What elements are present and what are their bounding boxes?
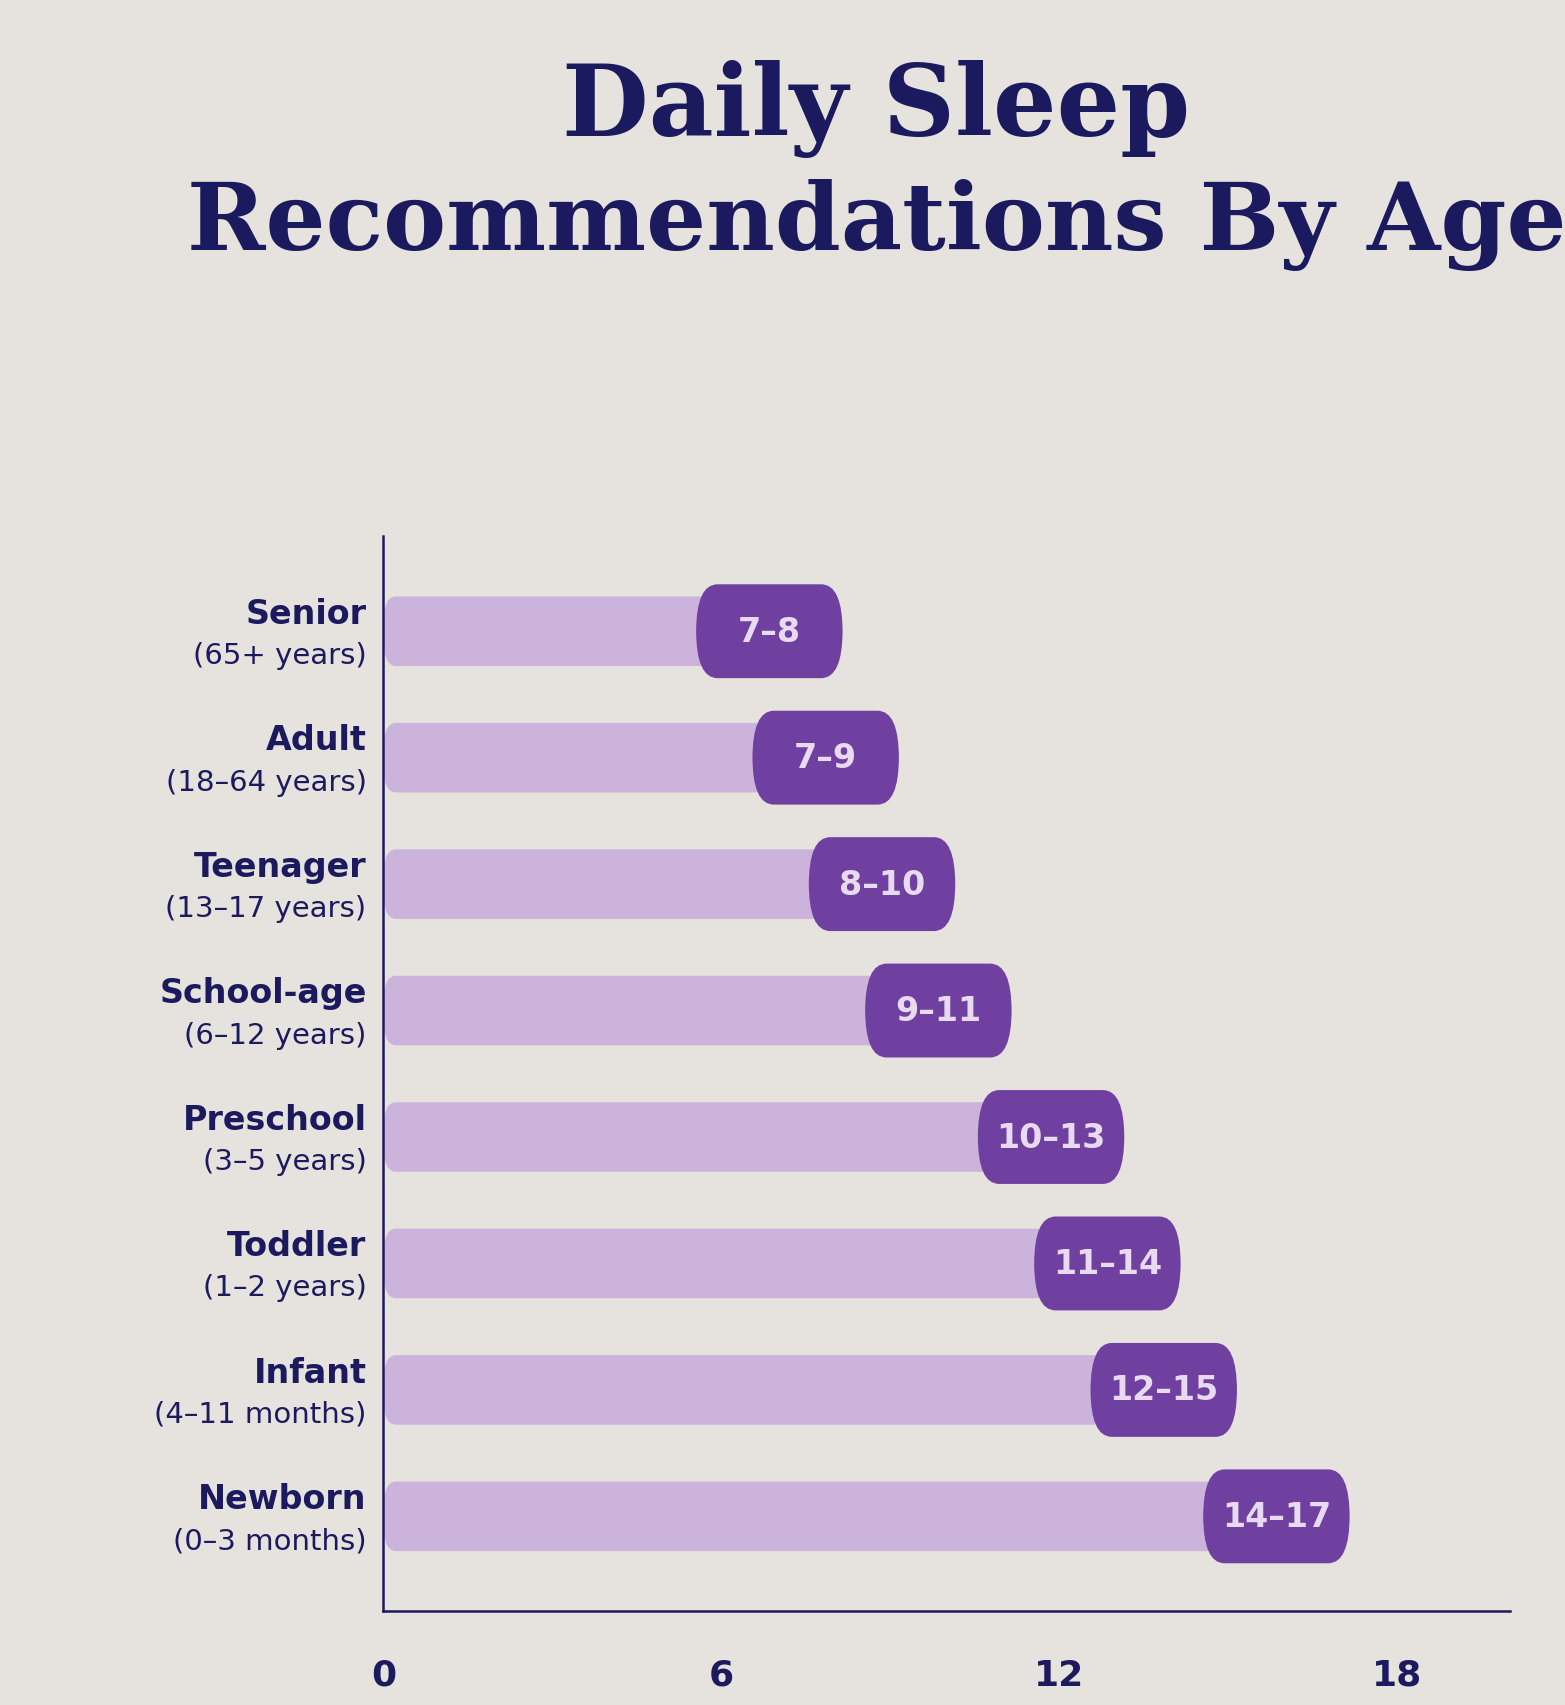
Text: 10–13: 10–13 bbox=[997, 1120, 1106, 1154]
Text: 6: 6 bbox=[709, 1657, 734, 1691]
FancyBboxPatch shape bbox=[1034, 1217, 1180, 1311]
FancyBboxPatch shape bbox=[753, 711, 898, 805]
FancyBboxPatch shape bbox=[865, 963, 1011, 1057]
FancyBboxPatch shape bbox=[383, 977, 1003, 1045]
FancyBboxPatch shape bbox=[383, 849, 947, 919]
FancyBboxPatch shape bbox=[383, 1103, 1116, 1171]
Text: 14–17: 14–17 bbox=[1222, 1500, 1332, 1533]
Text: 8–10: 8–10 bbox=[839, 868, 925, 900]
Text: (65+ years): (65+ years) bbox=[192, 641, 366, 670]
Text: 7–9: 7–9 bbox=[793, 742, 858, 774]
FancyBboxPatch shape bbox=[696, 585, 842, 679]
Text: (13–17 years): (13–17 years) bbox=[166, 895, 366, 922]
Text: 12–15: 12–15 bbox=[1110, 1374, 1219, 1407]
Text: 0: 0 bbox=[371, 1657, 396, 1691]
Text: Senior: Senior bbox=[246, 598, 366, 631]
Text: (0–3 months): (0–3 months) bbox=[172, 1526, 366, 1555]
Text: (4–11 months): (4–11 months) bbox=[153, 1400, 366, 1429]
FancyBboxPatch shape bbox=[383, 1482, 1341, 1552]
Text: Infant: Infant bbox=[254, 1355, 366, 1390]
FancyBboxPatch shape bbox=[383, 1355, 1229, 1425]
Text: (3–5 years): (3–5 years) bbox=[202, 1147, 366, 1175]
FancyBboxPatch shape bbox=[383, 723, 890, 793]
FancyBboxPatch shape bbox=[383, 1229, 1172, 1299]
Text: (1–2 years): (1–2 years) bbox=[202, 1274, 366, 1301]
Text: School-age: School-age bbox=[160, 977, 366, 1009]
FancyBboxPatch shape bbox=[1091, 1344, 1236, 1437]
Text: 9–11: 9–11 bbox=[895, 994, 981, 1028]
Text: Preschool: Preschool bbox=[183, 1103, 366, 1136]
FancyBboxPatch shape bbox=[383, 597, 834, 667]
Text: Teenager: Teenager bbox=[194, 851, 366, 883]
Text: Recommendations By Age: Recommendations By Age bbox=[186, 179, 1565, 271]
Text: (6–12 years): (6–12 years) bbox=[185, 1021, 366, 1049]
Text: (18–64 years): (18–64 years) bbox=[166, 769, 366, 796]
Text: 18: 18 bbox=[1373, 1657, 1423, 1691]
Text: Adult: Adult bbox=[266, 725, 366, 757]
Text: 12: 12 bbox=[1034, 1657, 1085, 1691]
Text: Newborn: Newborn bbox=[199, 1482, 366, 1516]
Text: 7–8: 7–8 bbox=[737, 616, 801, 648]
Text: Daily Sleep: Daily Sleep bbox=[562, 60, 1191, 157]
FancyBboxPatch shape bbox=[809, 837, 955, 931]
FancyBboxPatch shape bbox=[1203, 1470, 1349, 1563]
Text: 11–14: 11–14 bbox=[1053, 1248, 1161, 1280]
FancyBboxPatch shape bbox=[978, 1091, 1124, 1185]
Text: Toddler: Toddler bbox=[227, 1229, 366, 1262]
